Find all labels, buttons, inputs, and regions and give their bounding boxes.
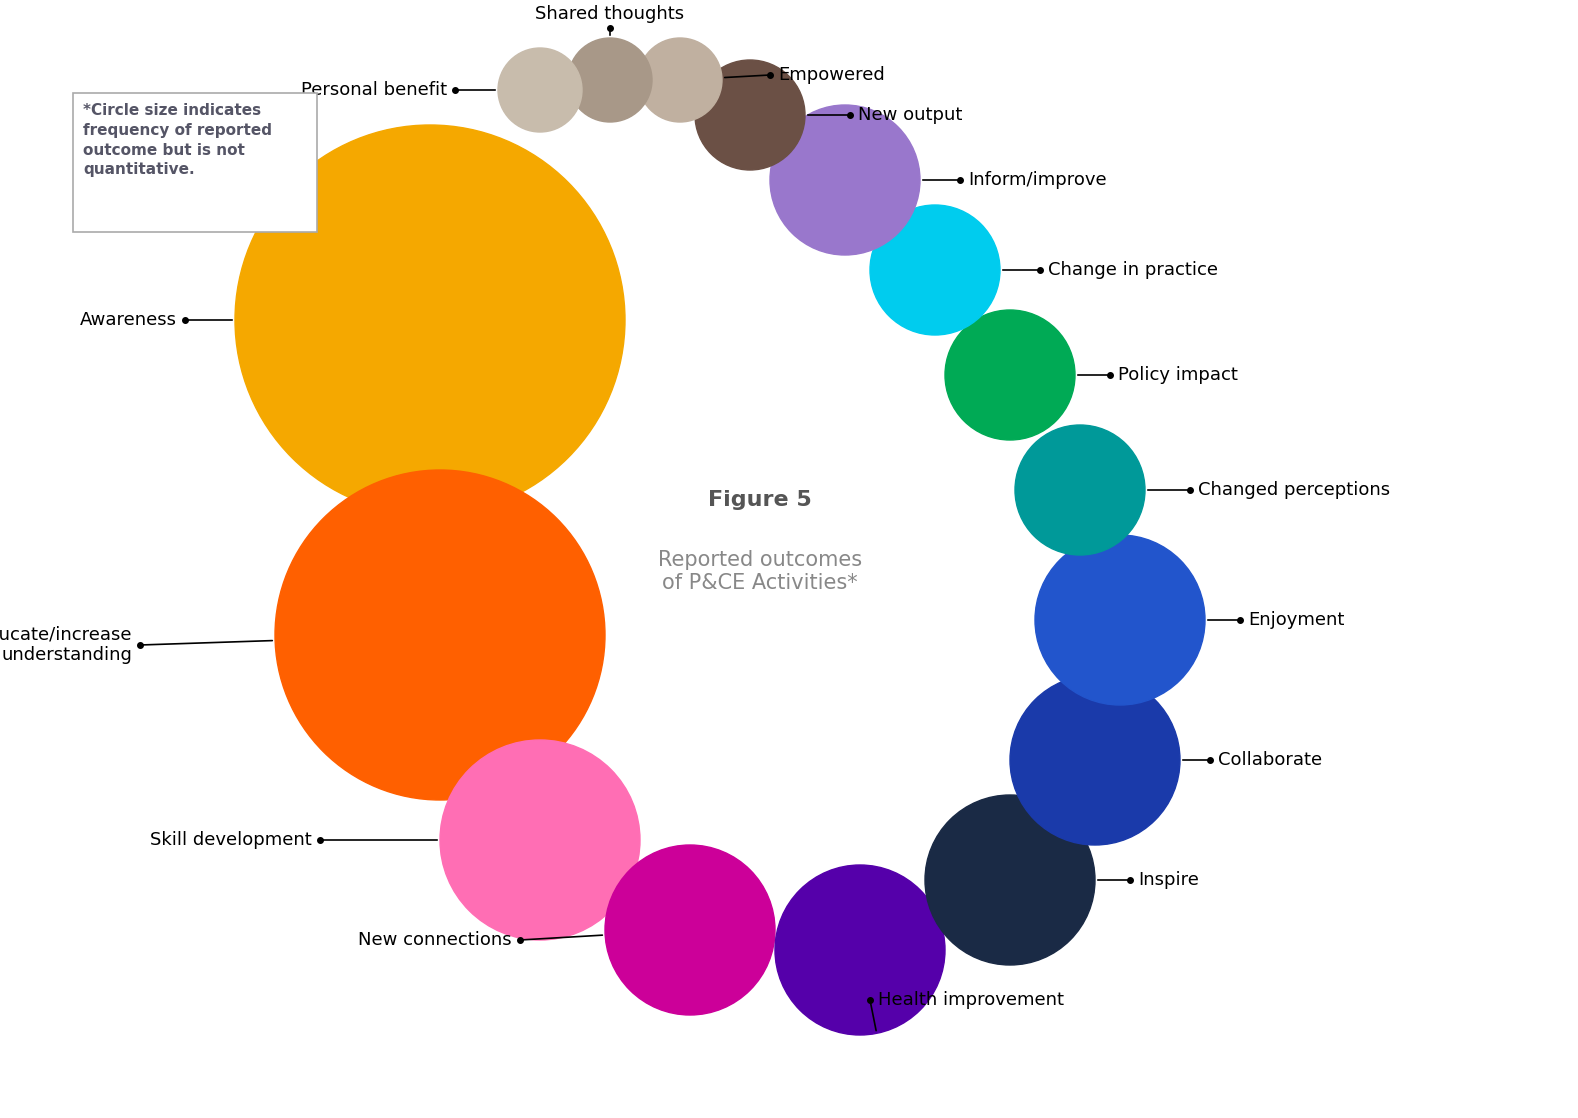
Text: Inspire: Inspire <box>1138 871 1199 889</box>
Ellipse shape <box>440 740 641 940</box>
Text: Shared thoughts: Shared thoughts <box>535 4 685 23</box>
Ellipse shape <box>275 470 604 800</box>
Text: *Circle size indicates
frequency of reported
outcome but is not
quantitative.: *Circle size indicates frequency of repo… <box>84 103 271 178</box>
Ellipse shape <box>638 38 723 122</box>
Text: New connections: New connections <box>358 931 511 949</box>
Text: New output: New output <box>858 106 963 124</box>
Ellipse shape <box>770 105 920 255</box>
Text: Policy impact: Policy impact <box>1117 366 1237 383</box>
Ellipse shape <box>1010 675 1180 845</box>
Text: Change in practice: Change in practice <box>1048 260 1218 280</box>
Ellipse shape <box>694 60 805 170</box>
Text: Changed perceptions: Changed perceptions <box>1198 481 1390 499</box>
FancyBboxPatch shape <box>73 93 317 233</box>
Ellipse shape <box>1035 536 1206 705</box>
Ellipse shape <box>945 310 1075 440</box>
Ellipse shape <box>925 795 1095 965</box>
Text: Awareness: Awareness <box>80 311 177 329</box>
Text: Skill development: Skill development <box>150 831 312 849</box>
Ellipse shape <box>604 845 775 1015</box>
Ellipse shape <box>499 48 582 132</box>
Text: Enjoyment: Enjoyment <box>1248 612 1344 629</box>
Ellipse shape <box>1015 425 1146 555</box>
Text: Empowered: Empowered <box>778 66 885 84</box>
Text: Inform/improve: Inform/improve <box>967 171 1106 189</box>
Text: Reported outcomes
of P&CE Activities*: Reported outcomes of P&CE Activities* <box>658 550 862 594</box>
Text: Collaborate: Collaborate <box>1218 751 1322 769</box>
Text: Health improvement: Health improvement <box>877 991 1064 1010</box>
Text: Educate/increase
understanding: Educate/increase understanding <box>0 626 133 664</box>
Ellipse shape <box>775 865 945 1035</box>
Text: Personal benefit: Personal benefit <box>301 80 447 100</box>
Text: Figure 5: Figure 5 <box>709 490 811 510</box>
Ellipse shape <box>568 38 652 122</box>
Ellipse shape <box>235 125 625 515</box>
Ellipse shape <box>869 205 1000 335</box>
